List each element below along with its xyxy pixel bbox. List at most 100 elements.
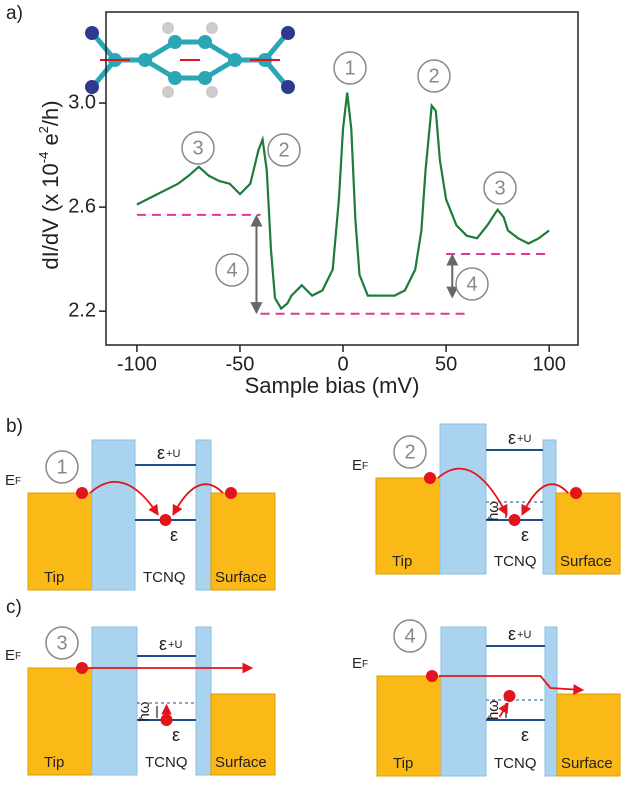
upper-level-symbol: ε xyxy=(508,428,516,448)
level-label: ε xyxy=(521,525,529,545)
fermi-label: EF xyxy=(352,457,368,474)
barrier xyxy=(91,626,138,776)
panel-number-ring xyxy=(393,435,427,469)
upper-level-label: ε+U xyxy=(159,634,182,654)
fermi-sub: F xyxy=(362,659,368,670)
molecule-label: TCNQ xyxy=(145,754,188,771)
excitation-arrow xyxy=(498,702,509,718)
annotation-ring xyxy=(267,133,301,167)
electron xyxy=(159,514,172,526)
surface-block xyxy=(210,492,276,591)
upper-level-symbol: ε xyxy=(159,634,167,654)
upper-level-label: ε+U xyxy=(508,428,531,448)
electron xyxy=(426,670,438,682)
panel-label: b) xyxy=(6,416,23,437)
x-tick-label: 50 xyxy=(435,353,457,375)
y-axis-label-part: /h) xyxy=(38,100,63,126)
annotation: 2 xyxy=(278,139,289,161)
x-tick-label: 100 xyxy=(532,353,565,375)
fermi-sub: F xyxy=(15,476,21,487)
phonon-label: ħω xyxy=(136,701,153,721)
surface-label: Surface xyxy=(215,754,267,771)
panel-number: 4 xyxy=(404,625,415,647)
upper-level-sub: +U xyxy=(517,433,531,445)
barrier xyxy=(440,626,487,777)
fermi-symbol: E xyxy=(352,655,362,672)
x-tick-label: -100 xyxy=(117,353,157,375)
level-label: ε xyxy=(170,525,178,545)
thin-barrier xyxy=(195,439,212,591)
molecule-inset xyxy=(85,22,295,98)
thin-barrier xyxy=(544,626,558,777)
tip-block xyxy=(27,667,93,776)
electron xyxy=(424,472,436,484)
surface-block xyxy=(555,492,621,575)
upper-level-sub: +U xyxy=(166,448,180,460)
panel-number-ring xyxy=(45,450,79,484)
tip-block xyxy=(376,675,442,777)
phonon-label: ħω xyxy=(485,700,502,720)
panel-label: a) xyxy=(6,3,23,24)
surface-label: Surface xyxy=(560,553,612,570)
thin-barrier xyxy=(542,439,557,575)
upper-level-sub: +U xyxy=(517,629,531,641)
panel-label: c) xyxy=(6,597,22,618)
barrier xyxy=(91,439,136,591)
y-tick-label: 2.2 xyxy=(68,299,96,321)
electron xyxy=(570,487,582,499)
annotation-ring xyxy=(333,51,367,85)
tip-block xyxy=(27,492,93,591)
electron xyxy=(76,662,88,674)
x-axis-label: Sample bias (mV) xyxy=(245,373,420,398)
fermi-label: EF xyxy=(352,655,368,672)
plot-frame xyxy=(105,11,579,346)
tunneling-arrow xyxy=(172,483,224,516)
surface-block xyxy=(210,693,276,776)
fermi-label: EF xyxy=(5,647,21,664)
annotation: 1 xyxy=(344,57,355,79)
panel-number: 2 xyxy=(404,441,415,463)
electron xyxy=(76,487,88,499)
tip-label: Tip xyxy=(392,553,412,570)
phonon-label: ħω xyxy=(485,501,502,521)
y-axis-label-part: 2 xyxy=(36,126,51,133)
annotation-ring xyxy=(417,59,451,93)
fermi-sub: F xyxy=(15,651,21,662)
y-axis-label-part: -4 xyxy=(36,152,51,164)
annotation-ring xyxy=(455,267,489,301)
barrier xyxy=(439,423,487,575)
upper-level-symbol: ε xyxy=(508,624,516,644)
surface-label: Surface xyxy=(561,755,613,772)
upper-level-label: ε+U xyxy=(508,624,531,644)
y-tick-label: 2.6 xyxy=(68,195,96,217)
fermi-symbol: E xyxy=(5,647,15,664)
fermi-symbol: E xyxy=(352,457,362,474)
molecule-label: TCNQ xyxy=(143,569,186,586)
y-axis-label-part: dI/dV (x 10 xyxy=(38,163,63,269)
upper-level-sub: +U xyxy=(168,639,182,651)
molecule-label: TCNQ xyxy=(494,755,537,772)
annotation-ring xyxy=(483,171,517,205)
surface-block xyxy=(556,693,621,777)
panel-number-ring xyxy=(45,626,79,660)
tip-label: Tip xyxy=(44,569,64,586)
tunneling-arrow xyxy=(521,483,569,516)
tunneling-arrow xyxy=(439,675,585,695)
annotation-ring xyxy=(181,131,215,165)
annotation-ring xyxy=(215,253,249,287)
level-label: ε xyxy=(172,725,180,745)
panel-number: 3 xyxy=(56,632,67,654)
y-axis-label: dI/dV (x 10-4 e2/h) xyxy=(36,100,63,269)
tunneling-arrow xyxy=(437,467,508,516)
fermi-label: EF xyxy=(5,472,21,489)
panel-number-ring xyxy=(393,619,427,653)
tip-label: Tip xyxy=(393,755,413,772)
x-tick-label: -50 xyxy=(226,353,255,375)
surface-label: Surface xyxy=(215,569,267,586)
level-label: ε xyxy=(521,725,529,745)
annotation: 2 xyxy=(428,65,439,87)
